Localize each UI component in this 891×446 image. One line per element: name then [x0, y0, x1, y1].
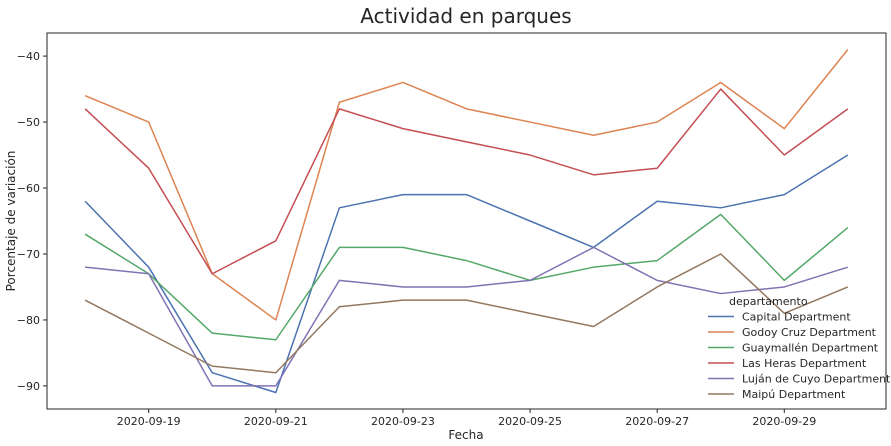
series-line	[84, 88, 849, 275]
legend-entry: Maipú Department	[742, 388, 846, 401]
x-tick-label: 2020-09-29	[752, 415, 816, 428]
series-line	[85, 246, 849, 387]
x-tick-label: 2020-09-25	[498, 415, 562, 428]
y-tick-label: −50	[17, 116, 40, 129]
y-tick-label: −80	[17, 314, 40, 327]
series-line	[84, 253, 849, 374]
series-line	[84, 154, 849, 394]
legend-entry: Godoy Cruz Department	[742, 326, 877, 339]
legend-entry: Las Heras Department	[742, 357, 867, 370]
chart-title: Actividad en parques	[360, 4, 571, 28]
y-tick-label: −60	[17, 182, 40, 195]
y-axis-ticks: −40 −50 −60 −70 −80 −90	[17, 50, 47, 393]
x-tick-label: 2020-09-19	[117, 415, 181, 428]
x-tick-label: 2020-09-27	[625, 415, 689, 428]
x-axis-label: Fecha	[448, 428, 483, 442]
legend-entry: Luján de Cuyo Department	[742, 373, 891, 386]
series-line	[84, 213, 849, 341]
plot-area	[46, 32, 887, 410]
legend: departamento Capital Department Godoy Cruz…	[708, 295, 891, 401]
y-axis-label: Porcentaje de variación	[4, 151, 18, 292]
legend-entry: Capital Department	[742, 311, 851, 324]
y-tick-label: −90	[17, 380, 40, 393]
x-tick-label: 2020-09-23	[371, 415, 435, 428]
legend-title: departamento	[729, 295, 808, 308]
x-tick-label: 2020-09-21	[244, 415, 308, 428]
y-tick-label: −40	[17, 50, 40, 63]
series-lines	[84, 49, 849, 394]
legend-entry: Guaymallén Department	[742, 342, 879, 355]
y-tick-label: −70	[17, 248, 40, 261]
x-axis-ticks: 2020-09-19 2020-09-21 2020-09-23 2020-09-25…	[117, 409, 816, 428]
